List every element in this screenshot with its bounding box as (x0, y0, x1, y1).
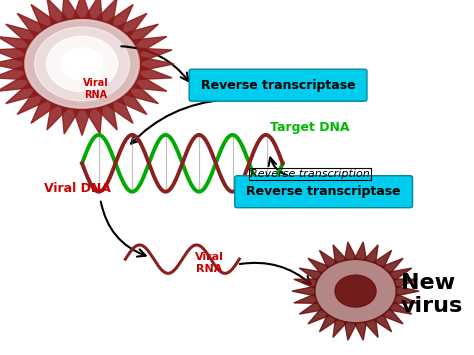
Polygon shape (294, 294, 318, 303)
Polygon shape (47, 0, 68, 24)
Text: Viral DNA: Viral DNA (44, 182, 111, 195)
Polygon shape (17, 91, 47, 114)
Circle shape (335, 275, 376, 307)
Text: Viral
RNA: Viral RNA (83, 78, 109, 99)
Circle shape (61, 48, 103, 80)
Polygon shape (374, 315, 392, 332)
Polygon shape (382, 308, 403, 324)
FancyBboxPatch shape (189, 69, 367, 101)
Polygon shape (6, 83, 38, 104)
Polygon shape (396, 286, 419, 296)
Circle shape (46, 36, 118, 92)
Circle shape (23, 18, 141, 110)
Text: Reverse transcription: Reverse transcription (250, 169, 370, 179)
Polygon shape (107, 98, 133, 124)
Polygon shape (17, 13, 47, 37)
Polygon shape (308, 308, 329, 324)
Circle shape (315, 259, 397, 323)
Polygon shape (73, 110, 91, 136)
Polygon shape (85, 0, 102, 21)
Polygon shape (133, 75, 167, 91)
Polygon shape (308, 258, 329, 274)
Polygon shape (96, 0, 117, 24)
Polygon shape (382, 258, 403, 274)
Polygon shape (319, 250, 337, 268)
Text: Target DNA: Target DNA (270, 121, 350, 134)
Polygon shape (333, 319, 347, 337)
Polygon shape (355, 242, 366, 260)
Polygon shape (0, 66, 27, 80)
FancyBboxPatch shape (235, 176, 412, 208)
Polygon shape (345, 322, 357, 340)
Polygon shape (319, 315, 337, 332)
Polygon shape (138, 48, 172, 62)
Polygon shape (389, 268, 412, 281)
Polygon shape (133, 37, 167, 53)
Polygon shape (294, 279, 318, 288)
Polygon shape (141, 57, 174, 71)
Text: Reverse transcriptase: Reverse transcriptase (201, 79, 356, 92)
Polygon shape (117, 91, 147, 114)
Polygon shape (47, 103, 68, 130)
Polygon shape (31, 4, 57, 30)
Polygon shape (117, 13, 147, 37)
Polygon shape (138, 66, 172, 80)
Polygon shape (126, 24, 158, 44)
Polygon shape (333, 245, 347, 263)
Polygon shape (96, 103, 117, 130)
Polygon shape (0, 57, 23, 71)
Circle shape (26, 20, 138, 108)
Polygon shape (299, 301, 322, 314)
Polygon shape (393, 294, 417, 303)
Polygon shape (6, 24, 38, 44)
Polygon shape (393, 279, 417, 288)
Text: New
virus: New virus (401, 273, 464, 316)
Polygon shape (364, 319, 378, 337)
Polygon shape (364, 245, 378, 263)
Polygon shape (62, 107, 79, 134)
Polygon shape (374, 250, 392, 268)
Polygon shape (355, 322, 366, 340)
Circle shape (35, 27, 129, 101)
Polygon shape (299, 268, 322, 281)
Circle shape (17, 13, 147, 115)
Polygon shape (0, 48, 27, 62)
Polygon shape (0, 37, 31, 53)
Polygon shape (0, 75, 31, 91)
Polygon shape (85, 107, 102, 134)
Polygon shape (62, 0, 79, 21)
Polygon shape (73, 0, 91, 18)
Polygon shape (126, 83, 158, 104)
Polygon shape (345, 242, 357, 260)
Polygon shape (292, 286, 315, 296)
Polygon shape (389, 301, 412, 314)
Polygon shape (107, 4, 133, 30)
Text: Viral
RNA: Viral RNA (195, 252, 224, 273)
Text: Reverse transcriptase: Reverse transcriptase (246, 185, 401, 198)
Polygon shape (31, 98, 57, 124)
